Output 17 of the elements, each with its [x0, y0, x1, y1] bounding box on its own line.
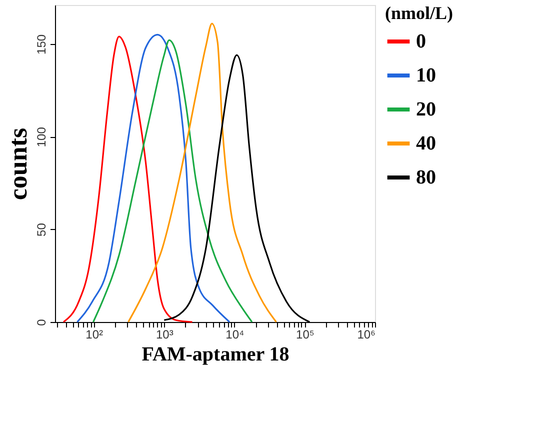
x-tick-label: 10⁵ — [296, 328, 314, 342]
x-tick-label: 10⁶ — [357, 328, 376, 342]
legend-label: 20 — [416, 98, 436, 120]
x-tick-label: 10⁴ — [226, 328, 244, 342]
x-tick-label: 10³ — [156, 328, 174, 342]
y-tick-label: 100 — [34, 126, 48, 148]
x-axis-title: FAM-aptamer 18 — [142, 344, 290, 366]
y-tick-label: 50 — [34, 222, 48, 236]
y-tick-label: 0 — [34, 318, 48, 326]
legend-label: 40 — [416, 132, 436, 154]
legend-label: 0 — [416, 30, 426, 52]
y-axis-title: counts — [4, 128, 32, 200]
legend-title: (nmol/L) — [385, 3, 454, 23]
x-tick-label: 10² — [86, 328, 104, 342]
y-tick-label: 150 — [34, 34, 48, 54]
legend-label: 80 — [416, 166, 436, 188]
legend-label: 10 — [416, 64, 436, 86]
